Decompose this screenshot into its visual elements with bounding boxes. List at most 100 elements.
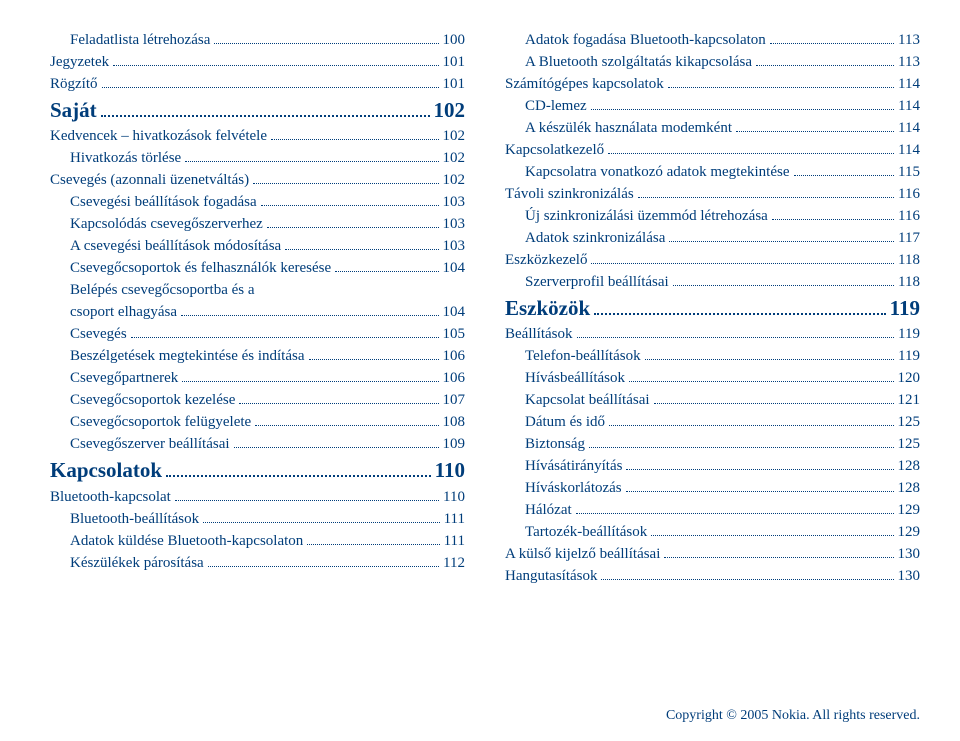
- toc-entry-page: 110: [435, 456, 465, 485]
- toc-leader-dots: [669, 241, 894, 242]
- toc-entry: Adatok szinkronizálása117: [505, 228, 920, 249]
- toc-entry-label: Híváskorlátozás: [525, 478, 622, 499]
- toc-entry: Beállítások119: [505, 324, 920, 345]
- toc-entry-label: Hangutasítások: [505, 566, 597, 587]
- toc-entry-page: 108: [443, 412, 466, 433]
- toc-entry-label: A Bluetooth szolgáltatás kikapcsolása: [525, 52, 752, 73]
- toc-entry-page: 129: [898, 500, 921, 521]
- toc-entry: A készülék használata modemként114: [505, 118, 920, 139]
- toc-entry-page: 104: [443, 258, 466, 279]
- toc-column-right: Adatok fogadása Bluetooth-kapcsolaton113…: [505, 30, 920, 690]
- toc-entry-page: 102: [443, 148, 466, 169]
- toc-entry-label: Csevegési beállítások fogadása: [70, 192, 257, 213]
- toc-entry-label: Csevegőszerver beállításai: [70, 434, 230, 455]
- toc-entry-page: 111: [444, 531, 465, 552]
- toc-entry-label: Csevegés (azonnali üzenetváltás): [50, 170, 249, 191]
- toc-entry: Távoli szinkronizálás116: [505, 184, 920, 205]
- toc-entry-page: 128: [898, 478, 921, 499]
- toc-leader-dots: [594, 313, 885, 315]
- toc-entry: Jegyzetek101: [50, 52, 465, 73]
- toc-leader-dots: [101, 115, 430, 117]
- toc-entry: Biztonság125: [505, 434, 920, 455]
- toc-entry: A Bluetooth szolgáltatás kikapcsolása113: [505, 52, 920, 73]
- toc-entry: Csevegés105: [50, 324, 465, 345]
- toc-entry-label: Bluetooth-beállítások: [70, 509, 199, 530]
- toc-leader-dots: [654, 403, 894, 404]
- toc-entry-label: Kapcsolatok: [50, 456, 162, 485]
- toc-leader-dots: [609, 425, 894, 426]
- toc-entry-page: 105: [443, 324, 466, 345]
- toc-entry-label: Tartozék-beállítások: [525, 522, 647, 543]
- toc-entry-label: Hálózat: [525, 500, 572, 521]
- toc-entry: Telefon-beállítások119: [505, 346, 920, 367]
- toc-entry-page: 102: [443, 126, 466, 147]
- toc-entry: Kapcsolódás csevegőszerverhez103: [50, 214, 465, 235]
- toc-entry-page: 104: [443, 302, 466, 323]
- toc-entry-label: Új szinkronizálási üzemmód létrehozása: [525, 206, 768, 227]
- toc-entry-page: 101: [443, 52, 466, 73]
- toc-entry-label: Csevegőcsoportok felügyelete: [70, 412, 251, 433]
- toc-entry: Kedvencek – hivatkozások felvétele102: [50, 126, 465, 147]
- toc-entry-label: Feladatlista létrehozása: [70, 30, 210, 51]
- toc-entry: Hivatkozás törlése102: [50, 148, 465, 169]
- toc-entry: Készülékek párosítása112: [50, 553, 465, 574]
- toc-leader-dots: [175, 500, 439, 501]
- toc-leader-dots: [307, 544, 439, 545]
- toc-leader-dots: [772, 219, 894, 220]
- toc-leader-dots: [267, 227, 439, 228]
- toc-entry-label: Belépés csevegőcsoportba és a: [70, 280, 255, 301]
- copyright-footer: Copyright © 2005 Nokia. All rights reser…: [0, 700, 960, 724]
- toc-entry-page: 119: [898, 346, 920, 367]
- toc-entry-label: Adatok küldése Bluetooth-kapcsolaton: [70, 531, 303, 552]
- toc-entry-page: 103: [443, 236, 466, 257]
- toc-leader-dots: [591, 263, 894, 264]
- toc-entry-page: 101: [443, 74, 466, 95]
- toc-leader-dots: [253, 183, 438, 184]
- toc-entry: Bluetooth-beállítások 111: [50, 509, 465, 530]
- toc-entry-page: 107: [443, 390, 466, 411]
- toc-entry-page: 106: [443, 346, 466, 367]
- toc-leader-dots: [131, 337, 439, 338]
- toc-entry-label: Biztonság: [525, 434, 585, 455]
- toc-leader-dots: [255, 425, 438, 426]
- toc-entry-page: 121: [898, 390, 921, 411]
- toc-entry-label: csoport elhagyása: [70, 302, 177, 323]
- toc-entry-label: Beállítások: [505, 324, 573, 345]
- toc-leader-dots: [601, 579, 893, 580]
- toc-entry-label: Számítógépes kapcsolatok: [505, 74, 664, 95]
- toc-leader-dots: [591, 109, 894, 110]
- toc-entry: Hívásbeállítások120: [505, 368, 920, 389]
- toc-leader-dots: [638, 197, 894, 198]
- toc-section: Saját102: [50, 96, 465, 125]
- toc-column-left: Feladatlista létrehozása100Jegyzetek101R…: [50, 30, 465, 690]
- toc-section: Eszközök119: [505, 294, 920, 323]
- toc-entry: Adatok küldése Bluetooth-kapcsolaton 111: [50, 531, 465, 552]
- toc-entry: Hálózat 129: [505, 500, 920, 521]
- toc-entry: Kapcsolatkezelő114: [505, 140, 920, 161]
- toc-entry-label: Adatok fogadása Bluetooth-kapcsolaton: [525, 30, 766, 51]
- toc-leader-dots: [626, 469, 893, 470]
- toc-entry-label: Saját: [50, 96, 97, 125]
- toc-leader-dots: [589, 447, 894, 448]
- toc-leader-dots: [664, 557, 893, 558]
- toc-entry: Rögzítő101: [50, 74, 465, 95]
- toc-entry-label: Kapcsolódás csevegőszerverhez: [70, 214, 263, 235]
- toc-entry-label: Dátum és idő: [525, 412, 605, 433]
- toc-entry-label: Csevegőcsoportok kezelése: [70, 390, 235, 411]
- toc-entry: Csevegőszerver beállításai109: [50, 434, 465, 455]
- toc-entry-page: 110: [443, 487, 465, 508]
- toc-entry-label: A csevegési beállítások módosítása: [70, 236, 281, 257]
- toc-entry-label: Szerverprofil beállításai: [525, 272, 669, 293]
- toc-leader-dots: [309, 359, 439, 360]
- toc-leader-dots: [166, 475, 431, 477]
- toc-entry: Számítógépes kapcsolatok114: [505, 74, 920, 95]
- toc-entry: Csevegőpartnerek106: [50, 368, 465, 389]
- toc-entry: Belépés csevegőcsoportba és a: [50, 280, 465, 301]
- toc-leader-dots: [770, 43, 894, 44]
- toc-leader-dots: [182, 381, 438, 382]
- toc-entry: csoport elhagyása 104: [50, 302, 465, 323]
- toc-entry: Csevegési beállítások fogadása103: [50, 192, 465, 213]
- toc-entry-page: 111: [444, 509, 465, 530]
- toc-entry-page: 118: [898, 272, 920, 293]
- toc-leader-dots: [185, 161, 438, 162]
